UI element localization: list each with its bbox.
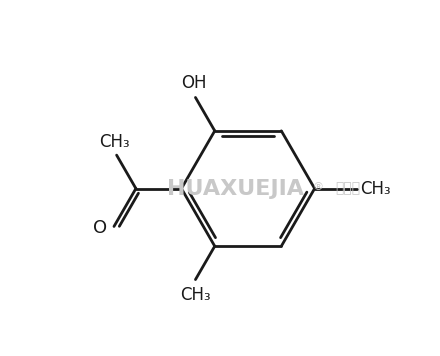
Text: 化学家: 化学家 [336,182,361,195]
Text: OH: OH [181,74,206,92]
Text: CH₃: CH₃ [360,179,391,198]
Text: CH₃: CH₃ [180,286,211,304]
Text: ®: ® [313,182,324,192]
Text: O: O [93,219,107,237]
Text: CH₃: CH₃ [99,133,130,151]
Text: HUAXUEJIA: HUAXUEJIA [168,178,304,199]
